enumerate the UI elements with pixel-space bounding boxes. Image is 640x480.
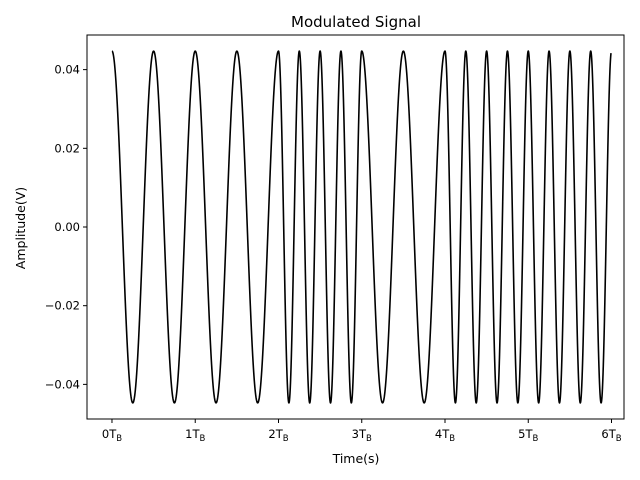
series-line-modulated-signal (111, 50, 612, 404)
y-tick-label: 0.04 (54, 63, 80, 77)
y-tick-label: 0.02 (54, 141, 80, 155)
y-axis-label: Amplitude(V) (13, 187, 28, 269)
y-axis: 0.04 0.02 0.00 −0.02 −0.04 (45, 63, 87, 391)
x-tick-label: 5TB (518, 427, 538, 444)
y-tick-label: −0.02 (45, 299, 80, 313)
x-tick-label: 6TB (601, 427, 621, 444)
x-tick-label: 3TB (352, 427, 372, 444)
x-tick-label: 2TB (268, 427, 288, 444)
x-axis-label: Time(s) (332, 451, 380, 466)
chart-title: Modulated Signal (291, 13, 421, 31)
x-axis: 0TB 1TB 2TB 3TB 4TB 5TB 6TB (102, 419, 622, 444)
y-tick-label: 0.00 (54, 220, 80, 234)
x-tick-label: 1TB (185, 427, 205, 444)
x-tick-label: 4TB (435, 427, 455, 444)
x-tick-label: 0TB (102, 427, 122, 444)
y-tick-label: −0.04 (45, 377, 80, 391)
